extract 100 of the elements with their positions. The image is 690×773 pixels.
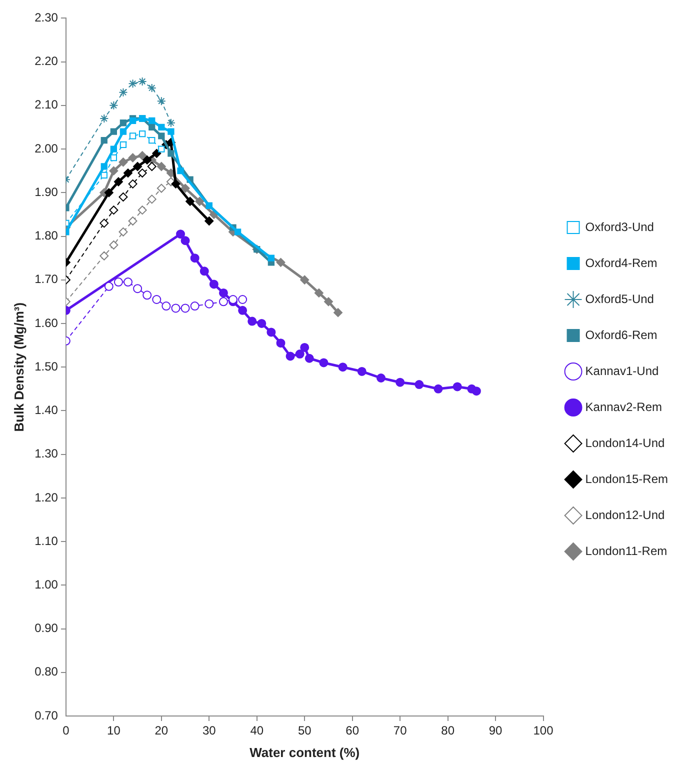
point [186, 196, 195, 206]
legend-label: Oxford5-Und [585, 292, 654, 306]
point [190, 302, 200, 311]
point [138, 168, 147, 178]
point [158, 146, 165, 152]
point [314, 288, 324, 298]
point [147, 83, 156, 92]
point [120, 120, 127, 126]
y-tick-label: 2.00 [34, 141, 58, 156]
point [128, 153, 138, 162]
legend-label: London12-Und [585, 508, 665, 522]
x-tick-label: 30 [202, 724, 216, 738]
point [176, 230, 186, 239]
point [148, 136, 156, 144]
point [158, 124, 165, 131]
point [276, 258, 286, 267]
y-tick-label: 0.70 [34, 708, 58, 722]
point [171, 304, 180, 313]
point [133, 162, 142, 171]
y-tick-label: 1.80 [34, 228, 58, 243]
x-tick-label: 70 [393, 724, 408, 738]
point [156, 162, 166, 171]
point [168, 150, 174, 157]
y-tick-label: 1.40 [34, 403, 58, 418]
point [128, 216, 138, 226]
legend-label: Oxford6-Rem [585, 328, 658, 342]
point [138, 206, 147, 215]
point [152, 148, 162, 158]
point [118, 192, 128, 202]
point [300, 275, 310, 284]
y-tick-label: 1.30 [34, 446, 58, 461]
point [162, 302, 171, 311]
point [218, 288, 228, 298]
y-tick-label: 1.60 [34, 316, 58, 330]
point [324, 297, 333, 306]
point [156, 184, 166, 193]
point [195, 196, 204, 206]
point [396, 378, 405, 387]
x-axis-title: Water content (%) [250, 744, 360, 760]
y-tick-label: 1.00 [34, 577, 58, 592]
point [304, 354, 314, 363]
point [129, 132, 136, 140]
point [286, 352, 295, 361]
x-tick-label: 60 [346, 724, 360, 738]
point [110, 146, 118, 152]
point [104, 188, 114, 198]
x-tick-label: 90 [488, 724, 503, 738]
point [166, 118, 176, 128]
y-tick-label: 2.20 [34, 54, 58, 68]
point [110, 128, 118, 135]
point [129, 117, 136, 124]
point [147, 194, 156, 204]
point [248, 316, 257, 326]
point [109, 206, 118, 215]
point [110, 154, 118, 162]
point [338, 362, 348, 372]
legend-label: London11-Rem [585, 544, 668, 558]
point [118, 227, 128, 236]
y-axis-title: Bulk Density (Mg/m³) [11, 302, 26, 432]
point [218, 297, 228, 306]
point [114, 278, 123, 287]
point [190, 254, 200, 263]
x-tick-label: 10 [107, 724, 121, 738]
point [266, 328, 276, 337]
y-tick-label: 0.80 [34, 664, 58, 679]
point [100, 136, 108, 144]
point [152, 295, 162, 304]
point [200, 266, 209, 276]
point [128, 179, 138, 188]
y-tick-label: 0.90 [34, 621, 58, 636]
point [158, 132, 165, 140]
point [168, 128, 174, 135]
point [357, 366, 366, 376]
point [138, 151, 147, 160]
point [104, 282, 114, 291]
legend-label: London14-Und [585, 436, 665, 450]
x-tick-label: 80 [441, 724, 455, 738]
y-tick-label: 1.50 [34, 359, 58, 374]
point [276, 338, 286, 348]
point [148, 117, 156, 124]
point [109, 240, 118, 250]
point [124, 278, 133, 287]
point [120, 141, 127, 148]
point [295, 350, 304, 359]
point [180, 304, 190, 313]
point [133, 284, 142, 294]
point [171, 179, 180, 188]
point [376, 374, 386, 383]
point [319, 358, 328, 368]
point [128, 79, 138, 88]
y-tick-label: 1.20 [34, 490, 58, 504]
x-tick-label: 100 [533, 724, 554, 738]
point [100, 163, 108, 170]
point [300, 342, 310, 352]
point [180, 236, 190, 246]
point [114, 177, 123, 186]
x-tick-label: 40 [250, 724, 264, 738]
point [147, 162, 156, 171]
point [139, 130, 146, 138]
point [204, 216, 214, 226]
